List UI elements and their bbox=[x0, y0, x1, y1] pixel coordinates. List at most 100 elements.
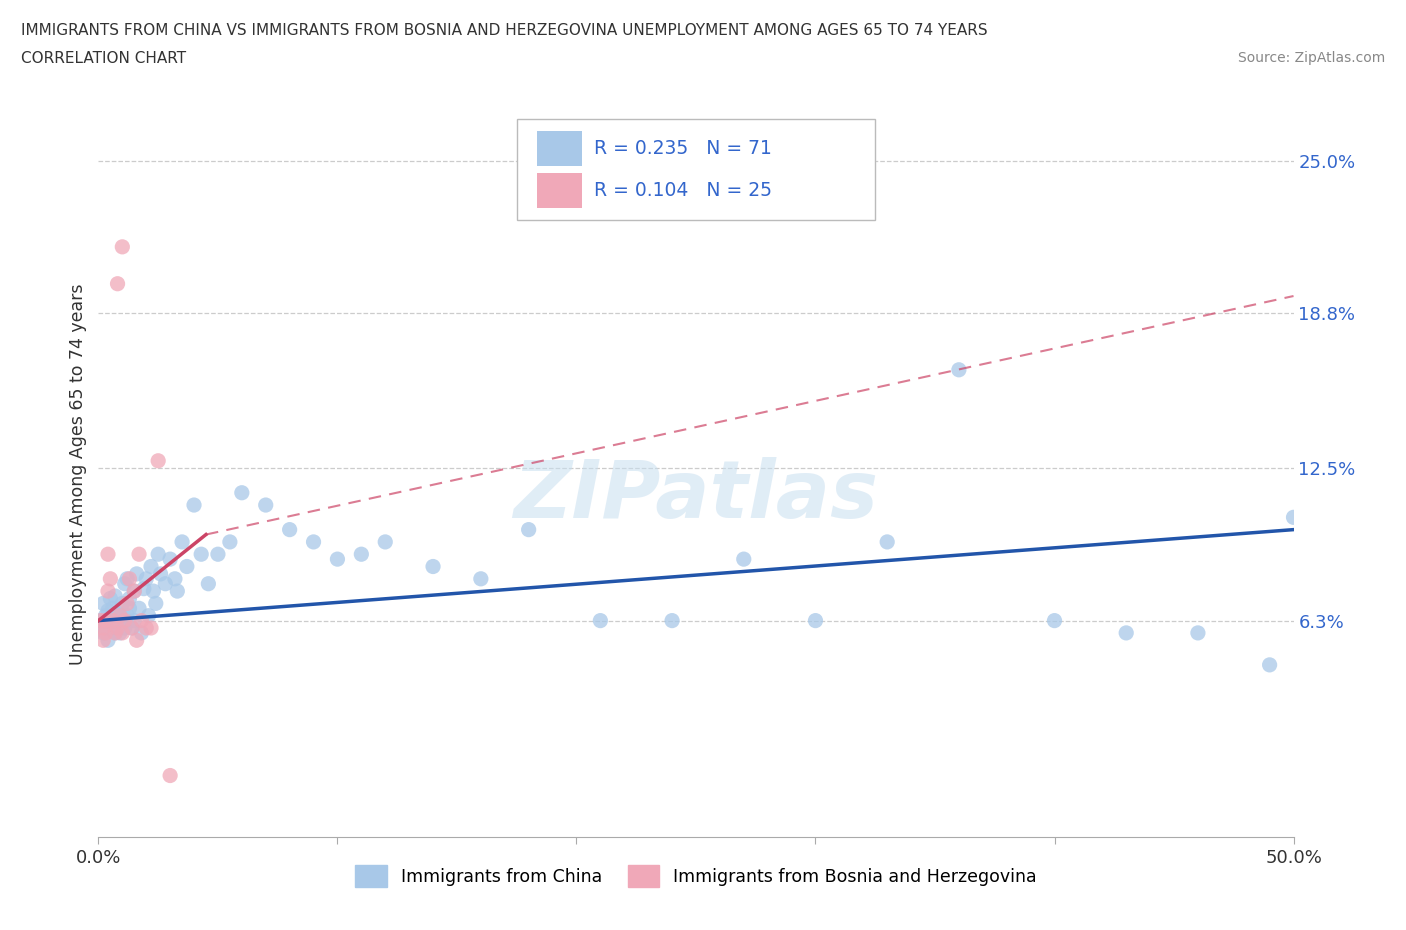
Point bbox=[108, 626, 131, 641]
Point bbox=[94, 626, 117, 641]
Point bbox=[207, 547, 229, 562]
Point bbox=[254, 498, 277, 512]
Point bbox=[139, 559, 162, 574]
Point bbox=[131, 626, 153, 641]
Point bbox=[131, 613, 153, 628]
Point bbox=[98, 591, 122, 606]
Point bbox=[90, 613, 112, 628]
FancyBboxPatch shape bbox=[517, 119, 875, 220]
Text: IMMIGRANTS FROM CHINA VS IMMIGRANTS FROM BOSNIA AND HERZEGOVINA UNEMPLOYMENT AMO: IMMIGRANTS FROM CHINA VS IMMIGRANTS FROM… bbox=[21, 23, 987, 38]
Point bbox=[125, 566, 148, 581]
Point bbox=[139, 620, 162, 635]
Point bbox=[1043, 613, 1066, 628]
Point bbox=[190, 547, 212, 562]
Point bbox=[94, 608, 117, 623]
Point bbox=[231, 485, 253, 500]
Point bbox=[124, 584, 146, 599]
Point bbox=[118, 601, 141, 616]
Point bbox=[107, 620, 129, 635]
Text: CORRELATION CHART: CORRELATION CHART bbox=[21, 51, 186, 66]
Point bbox=[104, 626, 127, 641]
Point bbox=[115, 608, 138, 623]
Point bbox=[517, 522, 540, 537]
Point bbox=[107, 605, 129, 620]
Point bbox=[97, 547, 120, 562]
Point bbox=[374, 535, 396, 550]
Point bbox=[108, 608, 131, 623]
Point bbox=[124, 613, 146, 628]
Point bbox=[104, 626, 127, 641]
Point bbox=[172, 535, 194, 550]
Y-axis label: Unemployment Among Ages 65 to 74 years: Unemployment Among Ages 65 to 74 years bbox=[69, 284, 87, 665]
Point bbox=[948, 363, 970, 378]
Point bbox=[97, 604, 120, 618]
Text: ZIPatlas: ZIPatlas bbox=[513, 457, 879, 535]
Point bbox=[111, 616, 134, 631]
Point bbox=[1187, 626, 1209, 641]
Point bbox=[115, 571, 138, 586]
FancyBboxPatch shape bbox=[537, 131, 582, 166]
Point bbox=[91, 632, 114, 647]
Point bbox=[97, 632, 120, 647]
Point bbox=[91, 620, 114, 635]
Point bbox=[145, 596, 167, 611]
Point bbox=[155, 577, 177, 591]
Point bbox=[135, 620, 157, 635]
Point bbox=[114, 613, 136, 628]
Text: R = 0.235   N = 71: R = 0.235 N = 71 bbox=[595, 140, 772, 158]
Point bbox=[97, 584, 120, 599]
Point bbox=[804, 613, 827, 628]
FancyBboxPatch shape bbox=[537, 173, 582, 208]
Point bbox=[94, 620, 117, 635]
Point bbox=[278, 522, 301, 537]
Point bbox=[114, 620, 136, 635]
Point bbox=[876, 535, 898, 550]
Point bbox=[111, 596, 134, 611]
Point bbox=[149, 566, 172, 581]
Point bbox=[121, 620, 143, 635]
Point bbox=[128, 601, 150, 616]
Point bbox=[114, 577, 136, 591]
Point bbox=[326, 551, 349, 566]
Point bbox=[197, 577, 219, 591]
Point bbox=[470, 571, 492, 586]
Point bbox=[124, 584, 146, 599]
Point bbox=[111, 239, 134, 254]
Point bbox=[118, 571, 141, 586]
Point bbox=[1115, 626, 1137, 641]
Point bbox=[118, 591, 141, 606]
Point bbox=[159, 551, 181, 566]
Point bbox=[422, 559, 444, 574]
Point bbox=[733, 551, 755, 566]
Point bbox=[350, 547, 373, 562]
Point bbox=[163, 571, 186, 586]
Point bbox=[166, 584, 188, 599]
Point bbox=[1282, 510, 1305, 525]
Point bbox=[111, 626, 134, 641]
Point bbox=[98, 571, 122, 586]
Point bbox=[176, 559, 198, 574]
Point bbox=[128, 547, 150, 562]
Point bbox=[125, 632, 148, 647]
Point bbox=[94, 613, 117, 628]
Point bbox=[132, 581, 155, 596]
Point bbox=[91, 596, 114, 611]
Point bbox=[101, 613, 124, 628]
Point bbox=[589, 613, 612, 628]
Text: R = 0.104   N = 25: R = 0.104 N = 25 bbox=[595, 181, 772, 200]
Point bbox=[107, 620, 129, 635]
Point bbox=[91, 626, 114, 641]
Point bbox=[142, 584, 165, 599]
Text: Source: ZipAtlas.com: Source: ZipAtlas.com bbox=[1237, 51, 1385, 65]
Point bbox=[148, 453, 170, 468]
Legend: Immigrants from China, Immigrants from Bosnia and Herzegovina: Immigrants from China, Immigrants from B… bbox=[349, 858, 1043, 894]
Point bbox=[1258, 658, 1281, 672]
Point bbox=[148, 547, 170, 562]
Point bbox=[661, 613, 683, 628]
Point bbox=[138, 608, 160, 623]
Point bbox=[302, 535, 325, 550]
Point bbox=[107, 276, 129, 291]
Point bbox=[183, 498, 205, 512]
Point bbox=[101, 613, 124, 628]
Point bbox=[104, 589, 127, 604]
